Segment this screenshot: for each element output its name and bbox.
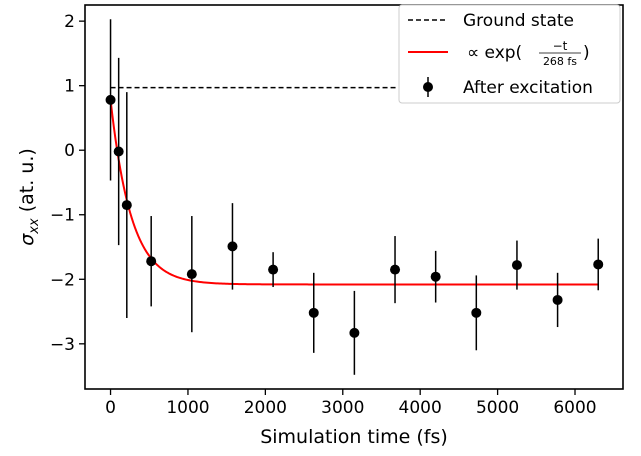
x-tick-label: 4000 bbox=[399, 398, 442, 418]
x-tick-label: 6000 bbox=[553, 398, 596, 418]
legend-box bbox=[398, 4, 621, 104]
data-point bbox=[105, 94, 116, 105]
data-point bbox=[186, 269, 197, 280]
legend-points-marker bbox=[423, 82, 433, 92]
chart-marks bbox=[105, 19, 604, 375]
data-point bbox=[121, 200, 132, 211]
y-axis-symbol: σ bbox=[16, 233, 38, 246]
data-point bbox=[113, 146, 124, 157]
legend-fit-denominator: 268 fs bbox=[543, 55, 577, 68]
data-point bbox=[511, 260, 522, 271]
y-axis-label: σxx (at. u.) bbox=[16, 148, 42, 246]
x-tick-label: 3000 bbox=[321, 398, 364, 418]
x-tick-label: 0 bbox=[105, 398, 116, 418]
y-tick-label: −2 bbox=[50, 270, 75, 290]
data-point bbox=[552, 294, 563, 305]
data-point bbox=[471, 307, 482, 318]
legend-ground-label: Ground state bbox=[463, 11, 574, 31]
y-tick-label: −1 bbox=[50, 206, 75, 226]
plot-frame bbox=[84, 4, 624, 390]
data-point bbox=[227, 241, 238, 252]
y-axis-subscript: xx bbox=[27, 218, 42, 235]
x-tick-label: 5000 bbox=[476, 398, 519, 418]
y-tick-label: 0 bbox=[64, 141, 75, 161]
legend-fit-numerator: −t bbox=[553, 39, 568, 53]
y-tick-label: 2 bbox=[64, 12, 75, 32]
data-point bbox=[308, 307, 319, 318]
exponential-fit-curve bbox=[109, 99, 599, 286]
data-point bbox=[430, 271, 441, 282]
y-tick-label: −3 bbox=[50, 335, 75, 355]
x-tick-label: 2000 bbox=[244, 398, 287, 418]
y-tick-label: 1 bbox=[64, 77, 75, 97]
y-axis-units: (at. u.) bbox=[16, 148, 38, 218]
x-tick-label: 1000 bbox=[166, 398, 209, 418]
axis-ticks: 0 1000 2000 3000 4000 5000 6000 −3 −2 −1 0 1 2 bbox=[50, 12, 597, 418]
legend-fit-suffix: ) bbox=[583, 43, 590, 63]
legend-fit-prefix: ∝ exp( bbox=[467, 43, 522, 63]
data-point bbox=[268, 264, 279, 275]
data-point bbox=[349, 327, 360, 338]
legend-points-label: After excitation bbox=[463, 78, 593, 98]
legend: Ground state ∝ exp( −t 268 fs ) After ex… bbox=[398, 4, 621, 104]
data-point bbox=[390, 264, 401, 275]
x-axis-label: Simulation time (fs) bbox=[260, 426, 448, 448]
data-point bbox=[146, 256, 157, 267]
data-point bbox=[593, 259, 604, 270]
